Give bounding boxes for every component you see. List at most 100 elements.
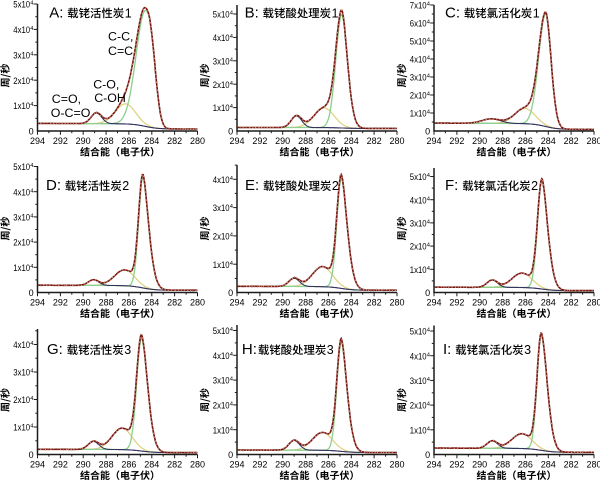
svg-text:284: 284 [541, 297, 556, 307]
svg-text:C-C,: C-C, [108, 29, 133, 43]
svg-text:288: 288 [298, 136, 313, 146]
svg-text:0: 0 [425, 288, 430, 298]
svg-text:290: 290 [76, 297, 91, 307]
svg-text:G:: G: [47, 341, 63, 358]
svg-text:1x10: 1x10 [13, 263, 30, 273]
svg-text:1: 1 [125, 6, 132, 20]
svg-text:5x10: 5x10 [213, 10, 230, 20]
svg-text:F:: F: [445, 177, 458, 194]
svg-text:286: 286 [121, 136, 136, 146]
svg-text:282: 282 [167, 136, 182, 146]
svg-text:290: 290 [472, 297, 487, 307]
svg-text:1x10: 1x10 [13, 101, 30, 111]
svg-text:4: 4 [427, 402, 431, 408]
svg-text:4: 4 [30, 264, 34, 270]
svg-text:284: 284 [344, 136, 359, 146]
svg-text:290: 290 [275, 136, 290, 146]
svg-text:4: 4 [230, 261, 234, 267]
svg-text:5x10: 5x10 [13, 0, 30, 10]
svg-text:2: 2 [122, 179, 129, 193]
svg-text:4: 4 [30, 1, 34, 7]
svg-text:288: 288 [495, 459, 510, 469]
svg-text:292: 292 [449, 459, 464, 469]
svg-text:4: 4 [230, 34, 234, 40]
svg-text:290: 290 [472, 136, 487, 146]
svg-text:C=O,: C=O, [52, 92, 81, 106]
svg-text:4: 4 [230, 81, 234, 87]
svg-text:288: 288 [99, 459, 114, 469]
svg-text:294: 294 [426, 459, 441, 469]
svg-text:288: 288 [99, 297, 114, 307]
svg-text:C:: C: [445, 4, 460, 21]
svg-text:1x10: 1x10 [13, 423, 30, 433]
svg-text:292: 292 [53, 136, 68, 146]
svg-text:0: 0 [425, 127, 430, 137]
svg-text:290: 290 [76, 136, 91, 146]
svg-text:4: 4 [30, 239, 34, 245]
svg-text:286: 286 [121, 459, 136, 469]
svg-text:280: 280 [389, 297, 404, 307]
svg-text:4: 4 [230, 402, 234, 408]
svg-text:290: 290 [472, 459, 487, 469]
svg-text:4: 4 [427, 377, 431, 383]
svg-text:280: 280 [389, 459, 404, 469]
svg-text:3x10: 3x10 [13, 368, 30, 378]
svg-text:284: 284 [144, 136, 159, 146]
svg-text:4: 4 [427, 220, 431, 226]
svg-text:1x10: 1x10 [213, 425, 230, 435]
svg-text:5x10: 5x10 [410, 37, 427, 47]
svg-text:4x10: 4x10 [13, 25, 30, 35]
svg-text:3x10: 3x10 [410, 73, 427, 83]
svg-text:4: 4 [230, 377, 234, 383]
svg-text:2x10: 2x10 [13, 238, 30, 248]
svg-text:4: 4 [30, 369, 34, 375]
svg-text:0: 0 [29, 127, 34, 137]
svg-text:4: 4 [427, 110, 431, 116]
svg-text:3x10: 3x10 [213, 376, 230, 386]
svg-text:1: 1 [533, 6, 540, 20]
svg-text:1: 1 [332, 6, 339, 20]
svg-text:286: 286 [518, 459, 533, 469]
svg-text:4: 4 [30, 214, 34, 220]
svg-text:I:: I: [443, 341, 451, 358]
svg-text:3: 3 [327, 343, 334, 357]
svg-text:2x10: 2x10 [410, 91, 427, 101]
svg-text:282: 282 [367, 459, 382, 469]
svg-text:0: 0 [228, 127, 233, 137]
svg-text:2x10: 2x10 [213, 80, 230, 90]
svg-text:4: 4 [427, 196, 431, 202]
svg-text:4: 4 [30, 51, 34, 57]
svg-text:282: 282 [564, 459, 579, 469]
svg-text:292: 292 [449, 136, 464, 146]
svg-text:2x10: 2x10 [13, 395, 30, 405]
svg-text:294: 294 [30, 136, 45, 146]
svg-text:2: 2 [531, 179, 538, 193]
svg-text:288: 288 [495, 136, 510, 146]
svg-text:294: 294 [229, 297, 244, 307]
svg-text:0: 0 [228, 288, 233, 298]
svg-text:4: 4 [427, 56, 431, 62]
svg-text:4x10: 4x10 [213, 175, 230, 185]
svg-text:D:: D: [46, 177, 61, 194]
svg-text:294: 294 [229, 136, 244, 146]
svg-text:4: 4 [30, 188, 34, 194]
svg-text:294: 294 [30, 297, 45, 307]
svg-text:2x10: 2x10 [213, 232, 230, 242]
svg-text:3x10: 3x10 [410, 376, 427, 386]
svg-text:4x10: 4x10 [13, 187, 30, 197]
svg-text:B:: B: [245, 4, 259, 21]
svg-text:282: 282 [367, 297, 382, 307]
svg-text:4: 4 [30, 424, 34, 430]
svg-text:5x10: 5x10 [410, 327, 427, 337]
svg-text:5x10: 5x10 [410, 172, 427, 182]
svg-text:282: 282 [564, 297, 579, 307]
svg-text:292: 292 [53, 297, 68, 307]
svg-text:4: 4 [230, 426, 234, 432]
svg-text:4: 4 [427, 426, 431, 432]
svg-text:6x10: 6x10 [410, 19, 427, 29]
svg-text:4: 4 [30, 396, 34, 402]
svg-text:4: 4 [30, 163, 34, 169]
svg-text:4x10: 4x10 [410, 55, 427, 65]
svg-text:4: 4 [427, 243, 431, 249]
svg-text:4: 4 [427, 20, 431, 26]
